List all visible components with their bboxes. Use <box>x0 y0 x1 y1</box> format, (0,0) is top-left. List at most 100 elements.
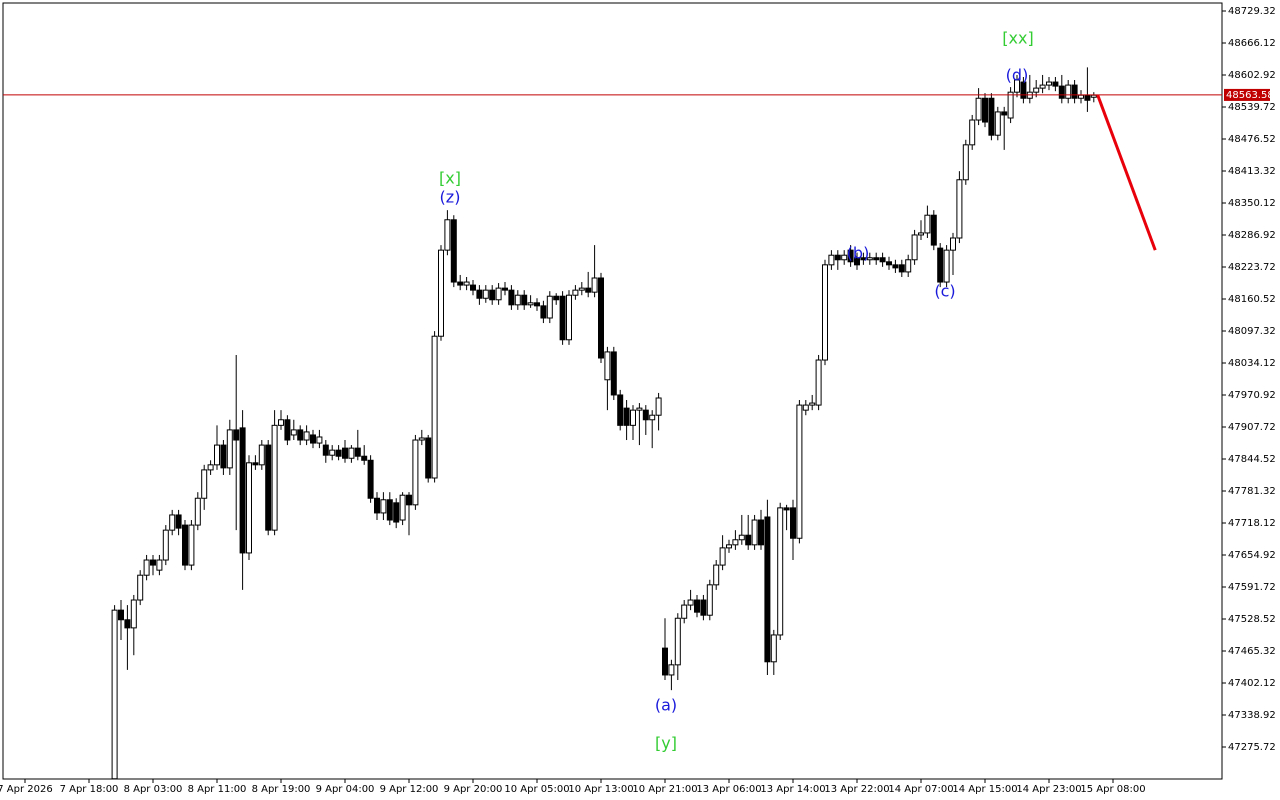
candle-body <box>758 519 764 546</box>
price-label: 48563.58 <box>1226 90 1274 101</box>
candle-body <box>111 609 118 780</box>
y-tick-label: 47844.52 <box>1228 454 1276 465</box>
candle-body <box>303 431 310 441</box>
x-tick-label: 8 Apr 19:00 <box>252 784 311 795</box>
x-tick-label: 8 Apr 03:00 <box>124 784 183 795</box>
y-tick-label: 47654.92 <box>1228 550 1276 561</box>
candle-body <box>124 619 131 629</box>
candle-body <box>636 407 643 411</box>
candle-body <box>943 249 950 283</box>
candle-body <box>598 277 604 359</box>
candle-body <box>956 179 963 239</box>
candle-body <box>316 436 323 444</box>
y-tick-label: 48286.92 <box>1228 230 1276 241</box>
candle-body <box>841 254 848 261</box>
candle-body <box>591 277 598 293</box>
y-tick-label: 48476.52 <box>1228 134 1276 145</box>
y-tick-label: 48413.32 <box>1228 166 1276 177</box>
candle-body <box>214 444 220 466</box>
x-tick-label: 14 Apr 07:00 <box>888 784 953 795</box>
x-tick-label: 10 Apr 21:00 <box>632 784 697 795</box>
candle-body <box>527 302 534 306</box>
candle-body <box>866 257 873 261</box>
y-tick-label: 48034.12 <box>1228 358 1276 369</box>
candle-body <box>783 507 790 511</box>
y-tick-label: 48097.32 <box>1228 326 1276 337</box>
candle-body <box>367 459 374 499</box>
candle-body <box>854 257 860 266</box>
candle-body <box>137 574 144 601</box>
candle-body <box>386 499 393 521</box>
candle-body <box>796 404 803 539</box>
y-tick-label: 47718.12 <box>1228 518 1276 529</box>
candle-body <box>348 447 355 459</box>
candle-body <box>572 289 579 296</box>
candle-body <box>457 281 464 286</box>
candle-body <box>354 447 361 457</box>
candle-body <box>194 497 201 526</box>
x-tick-label: 8 Apr 11:00 <box>188 784 247 795</box>
candle-body <box>143 559 150 576</box>
candle-body <box>719 547 726 566</box>
y-tick-label: 47907.72 <box>1228 422 1276 433</box>
candle-body <box>233 429 240 441</box>
candle-body <box>342 447 348 459</box>
candle-body <box>521 294 528 306</box>
candle-body <box>802 404 809 411</box>
candle-body <box>1039 84 1046 89</box>
candle-body <box>271 424 278 531</box>
candle-body <box>540 305 547 319</box>
candle-body <box>1007 91 1014 119</box>
candle-body <box>431 335 438 479</box>
candle-body <box>706 584 713 616</box>
y-tick-label: 48160.52 <box>1228 294 1276 305</box>
candle-body <box>604 351 611 381</box>
x-tick-label: 7 Apr 18:00 <box>60 784 119 795</box>
candle-body <box>860 257 867 261</box>
candle-body <box>674 617 681 666</box>
x-tick-label: 15 Apr 08:00 <box>1080 784 1145 795</box>
candle-body <box>738 534 745 541</box>
y-tick-label: 48602.92 <box>1228 70 1276 81</box>
candle-body <box>950 237 956 251</box>
candle-body <box>1001 111 1008 116</box>
candle-body <box>508 289 515 306</box>
candle-body <box>969 119 976 146</box>
x-tick-label: 13 Apr 14:00 <box>760 784 825 795</box>
candle-body <box>815 359 822 406</box>
candle-body <box>617 394 624 426</box>
candle-body <box>630 409 636 426</box>
candle-body <box>162 529 169 561</box>
candle-body <box>258 444 265 466</box>
candle-body <box>393 502 400 523</box>
candle-body <box>687 599 694 606</box>
candle-body <box>1058 85 1065 99</box>
candle-body <box>1078 94 1084 99</box>
forecast-line <box>1096 94 1157 251</box>
candle-body <box>246 462 252 554</box>
candle-body <box>578 287 585 291</box>
candle-body <box>252 462 259 466</box>
candle-body <box>239 427 246 554</box>
candle-body <box>777 507 784 636</box>
candle-body <box>156 559 163 571</box>
candle-body <box>1033 87 1040 93</box>
candle-body <box>982 97 988 123</box>
candle-body <box>918 232 924 236</box>
candle-body <box>150 559 156 566</box>
candle-body <box>726 544 732 549</box>
candle-body <box>220 444 227 469</box>
candle-body <box>886 261 892 266</box>
wave-label: (c) <box>934 282 955 301</box>
candle-body <box>930 214 937 246</box>
candle-body <box>1020 81 1027 99</box>
x-tick-label: 13 Apr 22:00 <box>824 784 889 795</box>
y-tick-label: 48666.12 <box>1228 38 1276 49</box>
candle-body <box>962 144 969 181</box>
candle-body <box>502 287 508 291</box>
candle-body <box>649 414 656 421</box>
candle-body <box>873 257 880 261</box>
x-tick-label: 10 Apr 13:00 <box>568 784 633 795</box>
x-tick-label: 9 Apr 12:00 <box>380 784 439 795</box>
